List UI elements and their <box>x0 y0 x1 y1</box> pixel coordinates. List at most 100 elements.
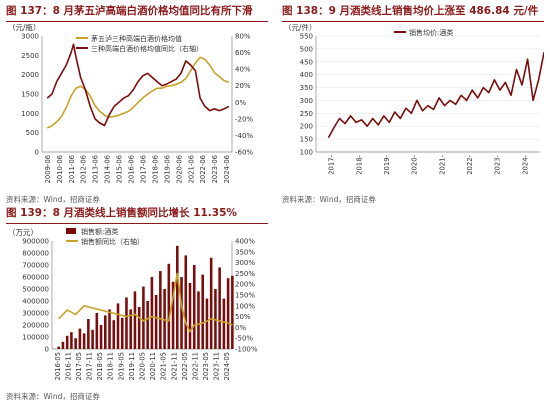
chart-c138-xtick: 2021- <box>438 154 446 174</box>
chart-c139-ytick-left: 500000 <box>22 286 49 294</box>
chart-c137-ytick-right: 60% <box>235 49 251 57</box>
chart-c139-ytick-right: 100% <box>235 302 255 310</box>
chart-c139-xtick: 2022-05 <box>181 352 189 380</box>
chart-c138-ytick-left: 350 <box>300 84 313 92</box>
chart-c139-bar <box>171 281 175 349</box>
chart-c139-bar <box>201 274 204 349</box>
chart-c137-xtick: 2017-06 <box>139 155 147 183</box>
chart-c139-bar <box>70 332 73 349</box>
chart-139-svg: （万元） 0 100000 200000 300000 400000 500000 60000… <box>8 227 258 380</box>
chart-137-source: 资料来源：Wind，招商证券 <box>6 195 100 204</box>
chart-c137-series-line-0 <box>46 56 230 129</box>
chart-c139-legend-swatch <box>66 228 76 234</box>
chart-c139-xtick: 2020-11 <box>149 352 157 380</box>
chart-c137-ytick-right: 20% <box>235 82 251 90</box>
chart-c137-ytick-left: 2000 <box>21 71 39 79</box>
chart-c139-ytick-left: 900000 <box>22 238 49 246</box>
chart-c137-xtick: 2010-06 <box>56 155 64 183</box>
chart-137-svg: （元/瓶） 0 500 1000 1500 2000 2500 3000 -60% -40% -20… <box>8 24 253 183</box>
chart-c139-ytick-right: 350% <box>235 248 255 256</box>
chart-c137-ytick-right: -40% <box>235 132 253 140</box>
chart-c137-xtick: 2012-06 <box>80 155 88 183</box>
chart-c139-bar <box>218 267 221 349</box>
chart-138-title-rule <box>282 21 544 22</box>
chart-c137-series-line-1 <box>46 43 230 127</box>
chart-c139-xtick: 2023-11 <box>213 352 221 380</box>
chart-c137-xtick: 2023-06 <box>211 155 219 183</box>
chart-c139-xtick: 2021-05 <box>160 352 168 380</box>
chart-c138-ytick-left: 400 <box>300 71 313 79</box>
chart-139-title: 图 139：8 月酒类线上销售额同比增长 11.35% <box>6 207 237 219</box>
chart-c139-bar <box>133 291 137 349</box>
chart-c137-xtick: 2018-06 <box>151 155 159 183</box>
chart-c139-bar <box>188 283 192 349</box>
chart-c139-ytick-left: 800000 <box>22 250 49 258</box>
chart-c137-ytick-right: 80% <box>235 33 251 41</box>
chart-c138-unit-label: （元/件） <box>284 24 317 32</box>
chart-c137-xtick: 2021-06 <box>187 155 195 183</box>
chart-c139-bar <box>214 289 217 349</box>
chart-c139-bar <box>176 245 179 349</box>
chart-c139-bar <box>226 278 230 349</box>
chart-c139-legend-label: 销售额:酒类 <box>81 227 118 236</box>
chart-c139-bar <box>209 257 213 349</box>
chart-c137-legend-label: 三种高端白酒价格均值同比（右轴） <box>91 44 203 53</box>
chart-c139-bar <box>74 338 77 349</box>
chart-c139-ytick-right: 200% <box>235 281 255 289</box>
chart-138-panel: 图 138：9 月酒类线上销售均价上涨至 486.84 元/件 （元/件） 100… <box>282 2 544 210</box>
chart-c138-xtick: 2022- <box>466 154 474 174</box>
chart-c138-ytick-left: 250 <box>300 110 313 118</box>
chart-c139-ytick-right: -100% <box>235 346 258 354</box>
chart-c139-legend-label: 销售额同比（右轴） <box>81 237 144 246</box>
chart-c137-ytick-left: 2500 <box>21 52 39 60</box>
chart-c138-xtick: 2020- <box>411 154 419 174</box>
chart-c139-xtick: 2017-05 <box>75 352 83 380</box>
chart-c139-ytick-right: 0% <box>235 324 246 332</box>
chart-c139-bar <box>154 295 158 349</box>
chart-c139-bar <box>78 328 82 349</box>
chart-c139-ytick-right: 250% <box>235 270 255 278</box>
chart-c137-xtick: 2022-06 <box>199 155 207 183</box>
chart-c139-xtick: 2016-05 <box>54 352 62 380</box>
chart-c137-xtick: 2009-06 <box>44 155 52 183</box>
chart-c137-ytick-left: 1000 <box>21 110 39 118</box>
chart-c139-bar <box>222 298 226 349</box>
chart-c139-bar <box>192 265 196 349</box>
chart-c137-ytick-left: 1500 <box>21 91 39 99</box>
chart-c139-bar <box>167 263 171 349</box>
chart-c137-xtick: 2011-06 <box>68 155 76 183</box>
chart-c138-xtick: 2024- <box>521 154 529 174</box>
chart-c139-bar <box>180 277 183 349</box>
chart-c139-ytick-right: 150% <box>235 292 255 300</box>
chart-c139-bar <box>125 297 128 349</box>
chart-c139-bar <box>142 286 145 349</box>
chart-c139-ytick-left: 200000 <box>22 322 49 330</box>
chart-c139-xtick: 2020-05 <box>139 352 147 380</box>
chart-138-title: 图 138：9 月酒类线上销售均价上涨至 486.84 元/件 <box>282 5 539 17</box>
chart-c137-xtick: 2024-06 <box>223 155 231 183</box>
chart-c137-ytick-right: 40% <box>235 66 251 74</box>
chart-c139-ytick-left: 0 <box>45 346 49 354</box>
chart-c139-bar <box>146 301 149 349</box>
chart-c138-xtick: 2019- <box>383 154 391 174</box>
chart-c139-ytick-left: 400000 <box>22 298 49 306</box>
chart-c138-xtick: 2018- <box>355 154 363 174</box>
chart-c137-xtick: 2016-06 <box>128 155 136 183</box>
chart-c139-bar <box>120 317 124 349</box>
chart-c138-xtick: 2023- <box>494 154 502 174</box>
chart-c138-series-line-0 <box>327 52 544 139</box>
chart-c137-ytick-right: -20% <box>235 115 253 123</box>
chart-c139-xtick: 2018-11 <box>107 352 115 380</box>
chart-c138-ytick-left: 300 <box>300 97 313 105</box>
chart-c139-xtick: 2024-05 <box>223 352 231 380</box>
chart-c137-xtick: 2014-06 <box>104 155 112 183</box>
chart-c139-ytick-left: 300000 <box>22 310 49 318</box>
chart-c139-bar <box>163 289 166 349</box>
chart-c139-ytick-right: 50% <box>235 313 251 321</box>
chart-c139-ytick-right: -50% <box>235 335 253 343</box>
chart-c139-xtick: 2016-11 <box>64 352 72 380</box>
chart-139-source: 资料来源：Wind，招商证券 <box>6 392 100 401</box>
chart-c139-bar <box>108 309 111 349</box>
chart-c139-ytick-right: 300% <box>235 259 255 267</box>
chart-c137-xtick: 2015-06 <box>116 155 124 183</box>
